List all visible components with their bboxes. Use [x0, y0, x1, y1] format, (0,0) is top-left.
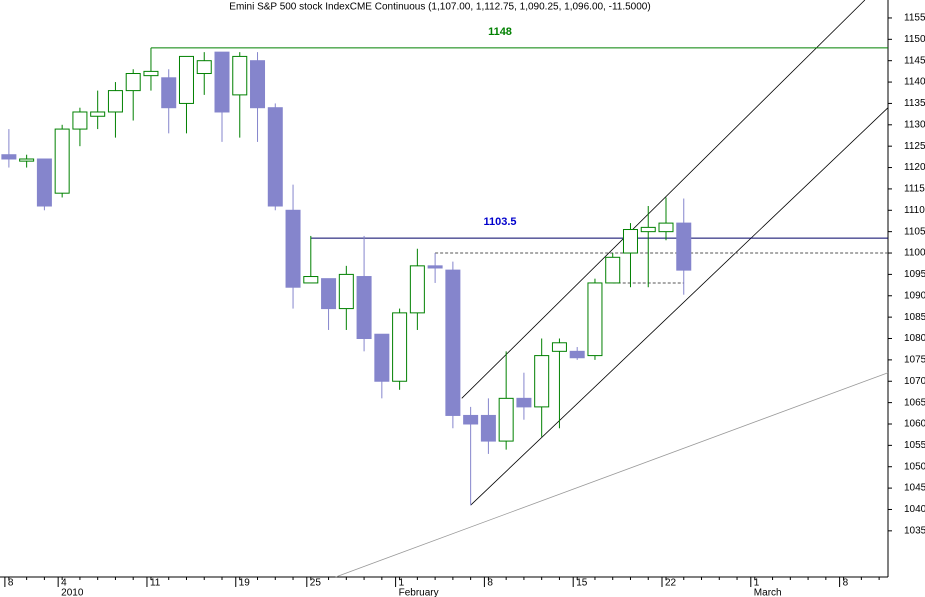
- period-label: 2010: [61, 588, 84, 597]
- y-tick-label: 1135: [904, 98, 925, 109]
- candle-body: [178, 55, 194, 104]
- level-label: 1103.5: [483, 216, 516, 228]
- period-label: February: [399, 588, 439, 597]
- candle-body: [676, 222, 692, 271]
- y-tick-label: 1120: [904, 162, 925, 173]
- y-tick-label: 1100: [904, 248, 925, 259]
- candle-body: [19, 158, 35, 162]
- y-tick-label: 1070: [904, 376, 925, 387]
- candle-body: [125, 73, 141, 92]
- y-tick-label: 1125: [904, 141, 925, 152]
- x-tick-label: 4: [61, 578, 67, 589]
- candle-body: [232, 55, 248, 96]
- candle-body: [90, 111, 106, 117]
- y-tick-label: 1095: [904, 269, 925, 280]
- candle-body: [54, 128, 70, 194]
- candle-body: [161, 77, 177, 109]
- candle-body: [640, 226, 656, 233]
- y-tick-label: 1145: [904, 55, 925, 66]
- candle-body: [658, 222, 674, 233]
- y-tick-label: 1105: [904, 226, 925, 237]
- x-tick-label: 15: [576, 578, 588, 589]
- y-tick-label: 1040: [904, 504, 925, 515]
- candle-body: [480, 414, 496, 442]
- candle-body: [427, 265, 443, 269]
- y-tick-label: 1060: [904, 419, 925, 430]
- y-tick-label: 1075: [904, 355, 925, 366]
- candle-body: [551, 342, 567, 352]
- candle-body: [445, 269, 461, 416]
- candle-body: [267, 107, 283, 207]
- candle-body: [356, 276, 372, 340]
- candle-body: [498, 397, 514, 442]
- y-tick-label: 1050: [904, 461, 925, 472]
- candle-body: [303, 276, 319, 284]
- y-tick-label: 1150: [904, 34, 925, 45]
- y-tick-label: 1085: [904, 312, 925, 323]
- candle-body: [72, 111, 88, 130]
- candle-body: [107, 90, 123, 113]
- y-tick-label: 1035: [904, 525, 925, 536]
- candle-body: [321, 278, 337, 310]
- candle-body: [214, 51, 230, 113]
- trendline: [470, 107, 889, 506]
- x-tick-label: 11: [150, 578, 161, 589]
- trendline: [461, 0, 866, 399]
- candle-body: [143, 70, 159, 77]
- candle-body: [374, 333, 390, 382]
- candle-body: [1, 154, 17, 160]
- y-tick-label: 1080: [904, 333, 925, 344]
- x-tick-label: 1: [399, 578, 405, 589]
- y-tick-label: 1130: [904, 119, 925, 130]
- level-label: 1148: [488, 26, 512, 38]
- y-tick-label: 1055: [904, 440, 925, 451]
- y-tick-label: 1090: [904, 290, 925, 301]
- candle-body: [285, 209, 301, 288]
- x-tick-label: 1: [754, 578, 760, 589]
- candle-body: [250, 60, 266, 109]
- x-tick-label: 8: [8, 578, 14, 589]
- y-tick-label: 1065: [904, 397, 925, 408]
- y-tick-label: 1140: [904, 77, 925, 88]
- candle-body: [409, 265, 425, 314]
- x-tick-label: 8: [843, 578, 849, 589]
- candle-body: [463, 414, 479, 425]
- x-tick-label: 25: [310, 578, 322, 589]
- candle-body: [338, 273, 354, 310]
- period-label: March: [754, 588, 782, 597]
- candle-body: [622, 229, 638, 254]
- candle-body: [605, 256, 621, 284]
- x-tick-label: 22: [665, 578, 677, 589]
- chart-title: Emini S&P 500 stock IndexCME Continuous …: [229, 2, 650, 13]
- x-tick-label: 19: [239, 578, 251, 589]
- candle-body: [534, 355, 550, 408]
- y-tick-label: 1110: [904, 205, 925, 216]
- candle-body: [196, 60, 212, 75]
- y-tick-label: 1115: [904, 184, 925, 195]
- y-tick-label: 1155: [904, 13, 925, 24]
- candle-body: [36, 158, 52, 207]
- trendline: [335, 372, 889, 578]
- x-tick-label: 8: [487, 578, 493, 589]
- candle-body: [587, 282, 603, 357]
- y-tick-label: 1045: [904, 483, 925, 494]
- candle-body: [569, 350, 585, 359]
- candle-body: [392, 312, 408, 382]
- candle-body: [516, 397, 532, 408]
